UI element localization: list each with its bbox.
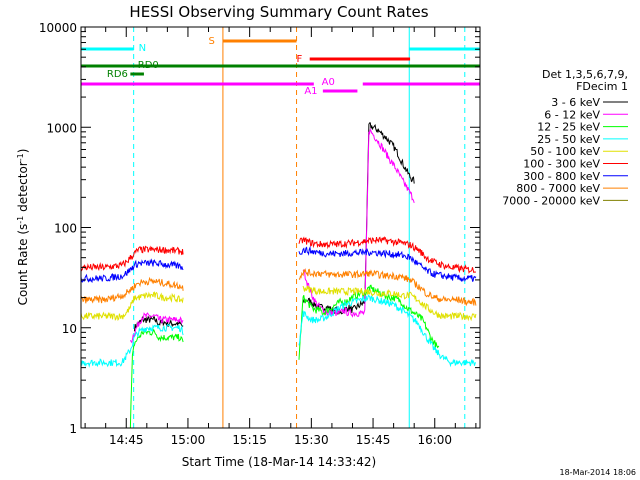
flag-label-a1: A1 xyxy=(304,86,317,97)
x-tick-label: 15:00 xyxy=(171,433,206,447)
legend-label-3-6-kev: 3 - 6 keV xyxy=(551,96,600,109)
y-axis-label-mid: detector xyxy=(16,161,30,216)
series-line-12-25-kev xyxy=(129,284,440,428)
flag-label-a0: A0 xyxy=(322,77,335,88)
y-axis-label: Count Rate (s-1 detector-1) xyxy=(16,149,30,306)
flag-label-n: N xyxy=(139,43,146,54)
x-tick-label: 14:45 xyxy=(109,433,144,447)
y-tick-label: 1 xyxy=(69,422,77,436)
plot-area: N S F RD0 RD6 A0 A1 1 10 100 1000 10000 14:45 15:00 15… xyxy=(39,21,481,447)
flag-label-rd6: RD6 xyxy=(107,69,128,80)
x-tick-label: 15:30 xyxy=(294,433,329,447)
y-axis-label-sup1: -1 xyxy=(16,216,25,224)
y-axis-label-end: ) xyxy=(16,149,30,154)
legend-header-line-1: Det 1,3,5,6,7,9, xyxy=(542,68,628,81)
y-tick-label: 1000 xyxy=(46,121,77,135)
x-tick-label: 15:45 xyxy=(356,433,391,447)
chart-title: HESSI Observing Summary Count Rates xyxy=(129,3,428,21)
legend-label-6-12-kev: 6 - 12 keV xyxy=(544,108,600,121)
series-line-100-300-kev xyxy=(80,236,477,274)
y-axis-label-sup2: -1 xyxy=(16,153,25,161)
legend-label-7000-20000-kev: 7000 - 20000 keV xyxy=(502,194,600,207)
legend-label-50-100-kev: 50 - 100 keV xyxy=(530,145,600,158)
legend-label-800-7000-kev: 800 - 7000 keV xyxy=(516,182,600,195)
x-tick-label: 15:15 xyxy=(232,433,267,447)
y-tick-label: 10 xyxy=(62,322,77,336)
series-line-6-12-kev xyxy=(129,127,415,344)
y-tick-label: 100 xyxy=(54,222,77,236)
series-line-25-50-kev xyxy=(80,293,476,368)
legend-label-300-800-kev: 300 - 800 keV xyxy=(523,170,600,183)
generation-timestamp: 18-Mar-2014 18:06 xyxy=(560,468,637,477)
x-axis-label: Start Time (18-Mar-14 14:33:42) xyxy=(182,455,376,469)
flag-label-f: F xyxy=(297,54,303,65)
series-line-50-100-kev xyxy=(80,285,477,322)
legend-label-25-50-kev: 25 - 50 keV xyxy=(537,133,600,146)
y-tick-label: 10000 xyxy=(39,21,77,35)
y-axis-label-main: Count Rate (s xyxy=(16,224,30,306)
series-line-300-800-kev xyxy=(80,245,477,284)
x-tick-label: 16:00 xyxy=(417,433,452,447)
series-line-800-7000-kev xyxy=(80,267,477,307)
legend-label-100-300-kev: 100 - 300 keV xyxy=(523,158,600,171)
legend-header-line-2: FDecim 1 xyxy=(576,80,628,93)
flag-label-rd0: RD0 xyxy=(138,60,159,71)
series-line-3-6-kev xyxy=(134,122,415,332)
legend-label-12-25-kev: 12 - 25 keV xyxy=(537,121,600,134)
flag-label-s: S xyxy=(209,36,215,47)
